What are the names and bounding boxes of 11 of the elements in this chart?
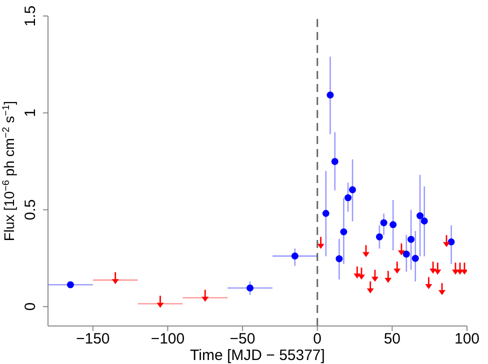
y-tick-label: 0.5 xyxy=(22,199,39,220)
y-tick-label: 1.5 xyxy=(22,6,39,26)
y-tick-label: 1 xyxy=(22,108,39,118)
x-tick-label: 50 xyxy=(384,330,401,348)
x-tick-label: −100 xyxy=(150,330,185,348)
x-axis-title: Time [MJD − 55377] xyxy=(190,347,325,364)
x-tick-label: 100 xyxy=(454,330,480,348)
y-tick-label: 0 xyxy=(22,302,39,311)
x-tick-label: −150 xyxy=(76,330,110,348)
x-tick-label: −50 xyxy=(230,330,256,348)
x-tick-label: 0 xyxy=(313,330,322,348)
